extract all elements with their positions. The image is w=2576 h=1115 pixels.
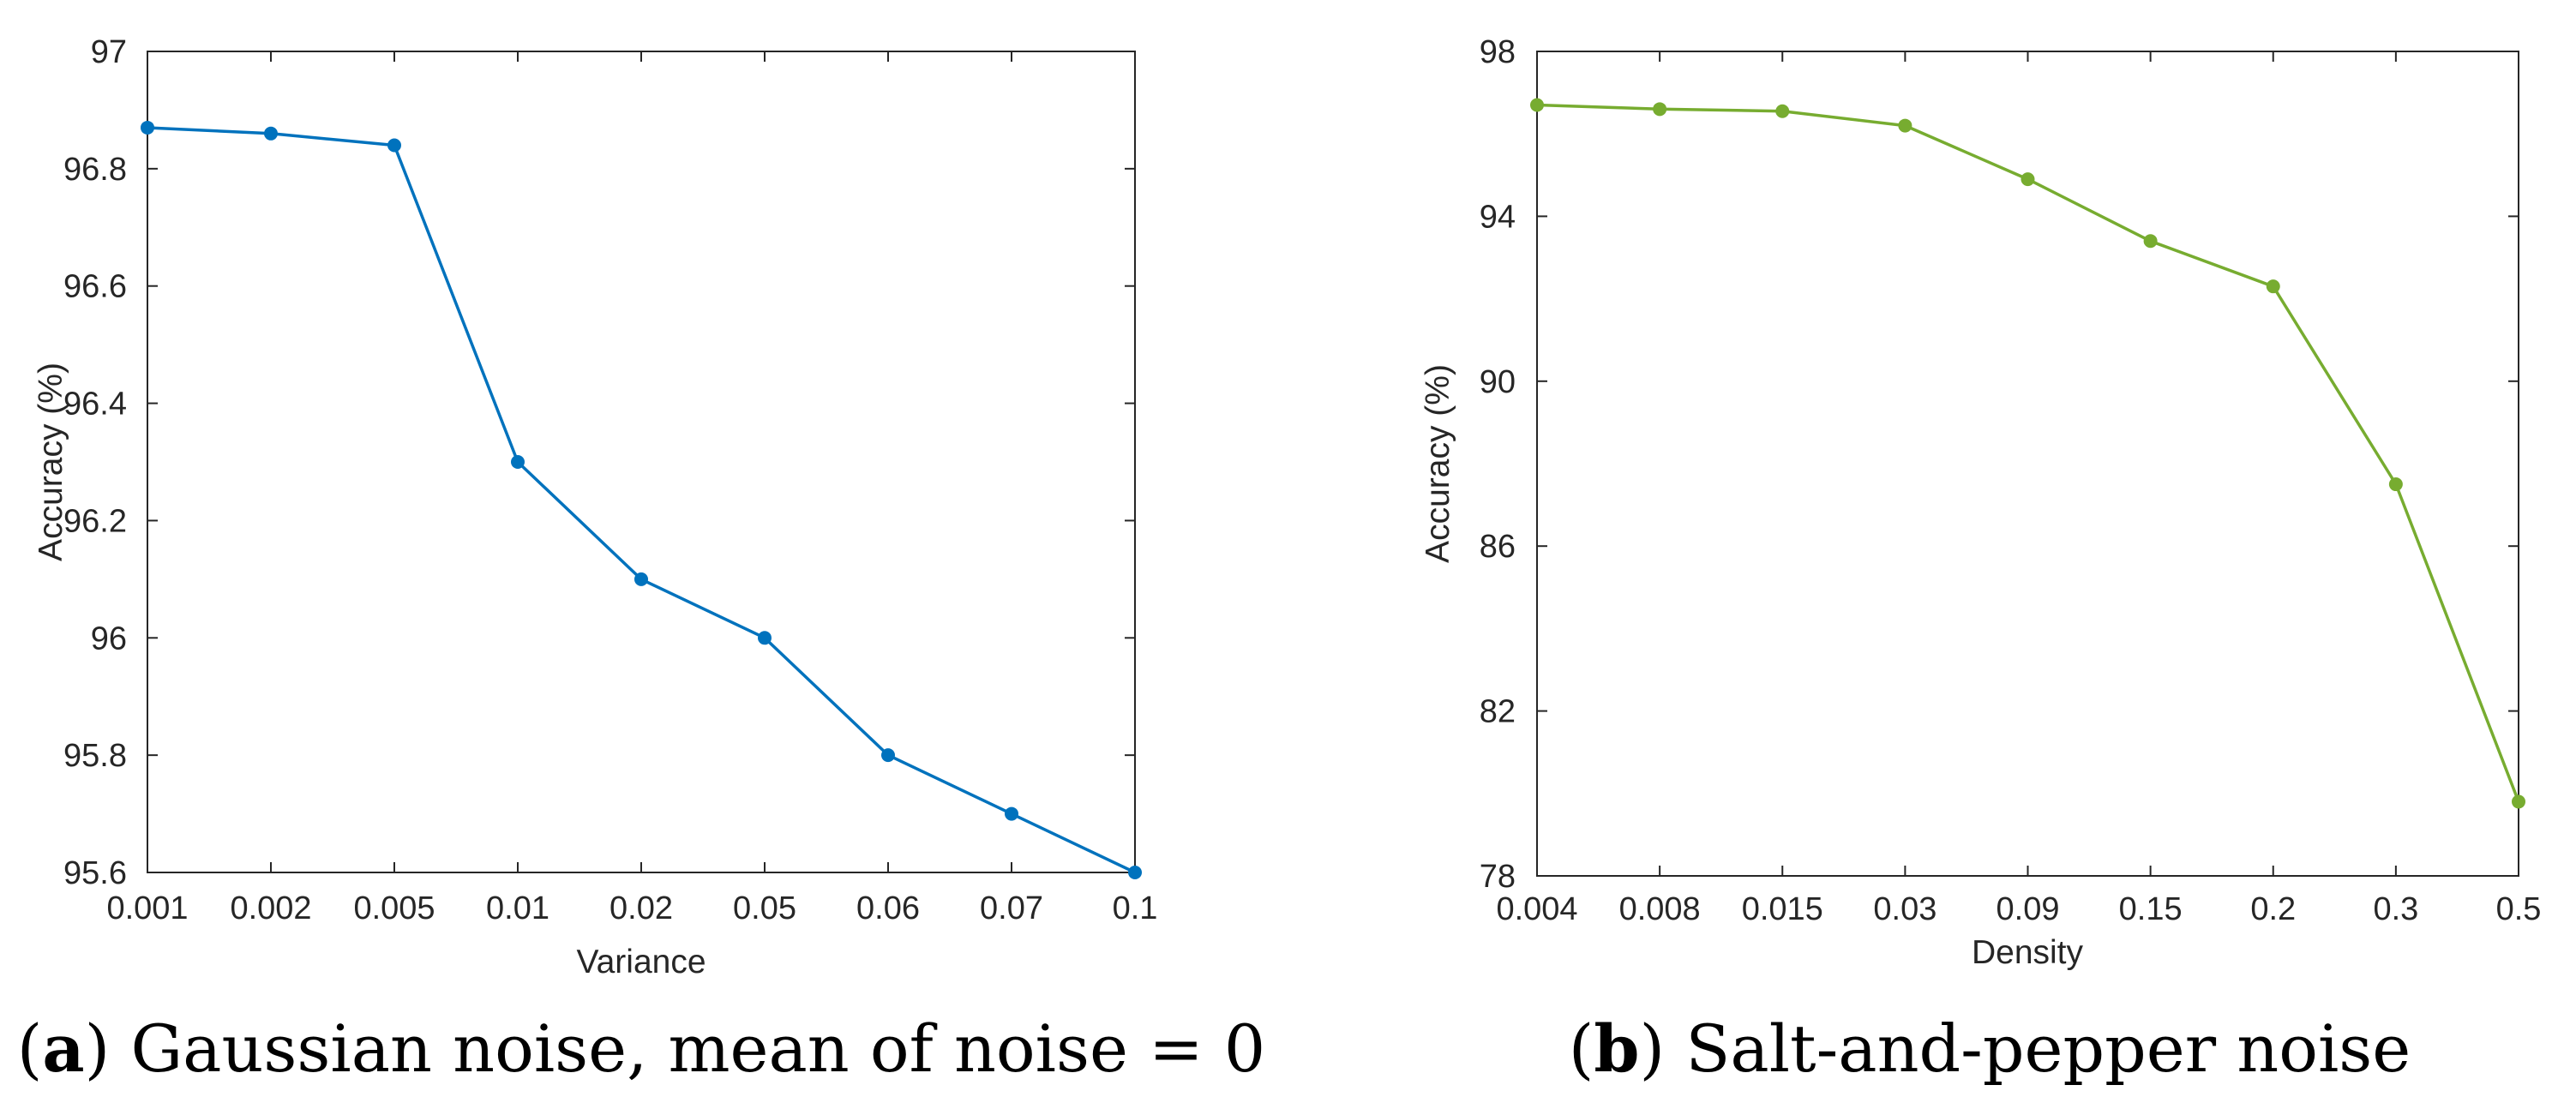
y-tick-label-b: 98 <box>1480 34 1516 70</box>
x-tick-label-a: 0.1 <box>1113 890 1158 926</box>
series-a <box>141 120 1142 879</box>
data-point-b <box>1530 98 1544 112</box>
data-point-a <box>881 748 895 763</box>
data-point-b <box>1653 102 1667 117</box>
data-point-b <box>1898 118 1912 133</box>
x-tick-label-a: 0.07 <box>980 890 1043 926</box>
data-point-b <box>1775 104 1790 118</box>
data-point-a <box>1128 866 1142 879</box>
x-axis-title-a: Variance <box>576 944 706 980</box>
y-tick-label-b: 78 <box>1480 859 1516 895</box>
x-tick-label-a: 0.06 <box>856 890 920 926</box>
x-tick-label-b: 0.15 <box>2119 891 2183 927</box>
y-tick-label-a: 96.4 <box>63 387 127 423</box>
x-tick-label-b: 0.015 <box>1742 891 1823 927</box>
y-tick-label-a: 96.6 <box>63 269 127 305</box>
y-axis-title-a: Accuracy (%) <box>33 363 69 561</box>
x-tick-label-a: 0.05 <box>733 890 796 926</box>
chart-panel-b: 78 82 86 90 94 98 0.004 0.008 0.015 0.03 0.09 0.15… <box>1420 34 2541 1087</box>
data-point-a <box>141 120 154 135</box>
data-point-b <box>2388 477 2403 492</box>
y-tick-label-a: 96.2 <box>63 503 127 539</box>
data-point-a <box>758 631 772 645</box>
data-point-a <box>511 455 525 469</box>
data-point-a <box>387 138 401 153</box>
x-axis-title-b: Density <box>1972 934 2084 971</box>
data-point-a <box>634 572 648 586</box>
plot-area-b <box>1536 51 2519 877</box>
x-tick-label-b: 0.008 <box>1619 891 1701 927</box>
y-tick-label-b: 94 <box>1480 199 1516 235</box>
y-tick-label-b: 90 <box>1480 364 1516 400</box>
caption-label-b: b <box>1594 1010 1639 1087</box>
caption-label-a: a <box>42 1010 84 1087</box>
axes-box-a <box>147 51 1136 873</box>
caption-b: (b) Salt-and-pepper noise <box>1569 1010 2411 1087</box>
x-tick-label-b: 0.5 <box>2496 891 2542 927</box>
caption-a: (a) Gaussian noise, mean of noise = 0 <box>17 1010 1266 1087</box>
y-tick-label-a: 97 <box>91 34 127 70</box>
data-point-b <box>2512 794 2525 809</box>
plot-area-a <box>147 51 1136 873</box>
y-axis-title-b: Accuracy (%) <box>1420 364 1456 563</box>
y-tick-label-b: 82 <box>1480 694 1516 730</box>
series-b <box>1530 98 2525 809</box>
y-axis-a: 95.6 95.8 96 96.2 96.4 96.6 96.8 97 <box>63 34 1135 891</box>
x-tick-label-a: 0.01 <box>486 890 549 926</box>
data-point-b <box>2266 279 2280 294</box>
caption-text-a: Gaussian noise, mean of noise = 0 <box>130 1010 1265 1087</box>
data-point-b <box>2021 172 2035 187</box>
x-tick-label-b: 0.3 <box>2373 891 2418 927</box>
x-tick-label-b: 0.09 <box>1997 891 2060 927</box>
x-tick-label-a: 0.001 <box>106 890 188 926</box>
y-tick-label-a: 96.8 <box>63 152 127 188</box>
x-tick-label-b: 0.03 <box>1873 891 1937 927</box>
data-point-a <box>264 126 278 141</box>
axes-box-b <box>1536 51 2519 877</box>
y-tick-label-a: 96 <box>91 620 127 656</box>
x-tick-label-b: 0.004 <box>1496 891 1577 927</box>
x-tick-label-a: 0.005 <box>353 890 435 926</box>
y-tick-label-b: 86 <box>1480 529 1516 565</box>
y-tick-label-a: 95.8 <box>63 738 127 774</box>
y-tick-label-a: 95.6 <box>63 855 127 891</box>
x-axis-b: 0.004 0.008 0.015 0.03 0.09 0.15 0.2 0.3 0.5 <box>1496 51 2541 927</box>
x-tick-label-a: 0.02 <box>609 890 673 926</box>
x-tick-label-a: 0.002 <box>230 890 311 926</box>
x-axis-a: 0.001 0.002 0.005 0.01 0.02 0.05 0.06 0.07 0.1 <box>106 51 1157 926</box>
data-point-a <box>1005 806 1018 821</box>
y-axis-b: 78 82 86 90 94 98 <box>1480 34 2519 895</box>
caption-text-b: Salt-and-pepper noise <box>1685 1010 2411 1087</box>
data-point-b <box>2143 234 2158 249</box>
x-tick-label-b: 0.2 <box>2250 891 2296 927</box>
